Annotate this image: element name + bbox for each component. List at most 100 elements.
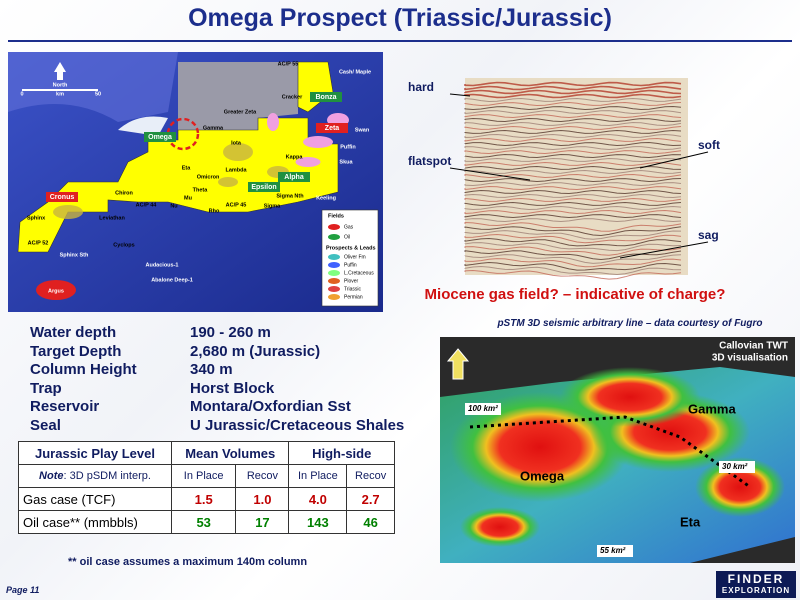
prospect-label: Gamma [688,401,736,416]
map-label: Zeta [325,125,340,132]
subheader-cell: In Place [288,464,348,488]
map-label: Sphinx Sth [60,252,89,258]
reflector [464,169,682,175]
map-label: Argus [48,288,64,294]
map-label: AC/P 55 [278,61,299,67]
note-keyword: Note [39,470,64,482]
argus-field [36,280,76,300]
reflector [464,110,682,115]
map-label: AC/P 45 [226,202,247,208]
reflector [464,157,682,163]
reflector [464,205,682,211]
reflector [464,258,682,268]
label-box [597,545,633,557]
legend-swatch [328,270,340,276]
reflector [464,193,682,199]
high-zone [695,457,785,517]
table-header: Jurassic Play Level Mean Volumes High-si… [18,441,395,465]
property-label: Column Height [30,361,137,378]
map-label: 50 [95,91,101,97]
legend-swatch [328,254,340,260]
map-label: AC/P 52 [28,240,49,246]
map-label: Keeling [316,195,336,201]
reflector [464,117,682,123]
seismic-credit: pSTM 3D seismic arbitrary line – data co… [497,318,763,329]
reflector [464,150,682,155]
subheader-cell: Recov [235,464,290,488]
legend-item: L.Cretaceous [344,270,374,276]
map-label: Audacious-1 [145,262,178,268]
header-cell: High-side [288,441,395,465]
map-label: Skua [339,159,353,165]
map-label: Eta [182,165,192,171]
reflector [464,218,682,223]
map-label: Greater Zeta [224,109,257,115]
value-cell: 46 [346,510,395,534]
reflector [464,254,682,264]
reflector [464,129,682,134]
reflector [464,209,682,215]
reflector [464,101,682,107]
map-label: Leviathan [99,215,125,221]
slide-title: Omega Prospect (Triassic/Jurassic) [188,4,612,32]
map-label: Theta [193,187,209,193]
table-row: Gas case (TCF) 1.5 1.0 4.0 2.7 [18,487,395,511]
legend-item: Plover [344,278,359,284]
reflector [464,250,682,261]
map-label: Cracker [282,94,303,100]
area-label: 100 km² [468,404,498,413]
lead-pink [303,136,333,148]
label-bg [278,172,310,182]
note-cell: Note: 3D pSDM interp. [18,464,172,488]
property-value: U Jurassic/Cretaceous Shales [190,416,405,434]
legend-item: Triassic [344,286,362,292]
map-label: North [53,82,68,88]
reflector [464,146,682,151]
grey-block [178,62,298,130]
map-label: Cyclops [113,242,134,248]
label-box [465,403,501,415]
footnote: ** oil case assumes a maximum 140m colum… [68,556,308,568]
map-label: Bonza [316,94,337,101]
seismic-annotation: sag [698,228,719,242]
legend-item: Puffin [344,262,357,268]
property-label: Seal [30,416,61,434]
north-arrow [54,62,66,80]
value-cell: 2.7 [346,487,395,511]
property-value: 2,680 m (Jurassic) [190,342,321,360]
seismic-annotation: soft [698,138,720,152]
reflector [464,133,682,139]
reflector [464,214,682,219]
annotation-arrow [639,151,709,169]
row-label: Oil case** (mmbbls) [18,510,172,534]
value-cell: 17 [235,510,290,534]
reflector [464,237,682,247]
label-bg [310,92,342,102]
map-label: AC/P 44 [136,202,158,208]
prospect-label: Omega [520,468,565,483]
lead-olive [223,143,253,161]
map-label: Iota [231,140,242,146]
map-label: Epsilon [251,184,276,191]
map-label: Abalone Deep-1 [151,277,193,283]
reflector [464,265,682,276]
map-label: Omega [148,134,172,141]
legend-swatch [328,262,340,268]
reflector [464,197,682,202]
value-cell: 4.0 [288,487,348,511]
reflector [464,85,682,91]
reflector [464,269,682,280]
property-value: Montara/Oxfordian Sst [190,398,351,415]
reflector [464,173,682,179]
lead-olive [53,205,83,219]
map-label: Lambda [225,167,247,173]
property-label: Water depth [30,324,117,341]
reflector [464,137,682,143]
map-label: km [56,91,64,97]
reflector [464,97,682,103]
map-label: Puffin [340,144,356,150]
reflector [464,185,682,191]
